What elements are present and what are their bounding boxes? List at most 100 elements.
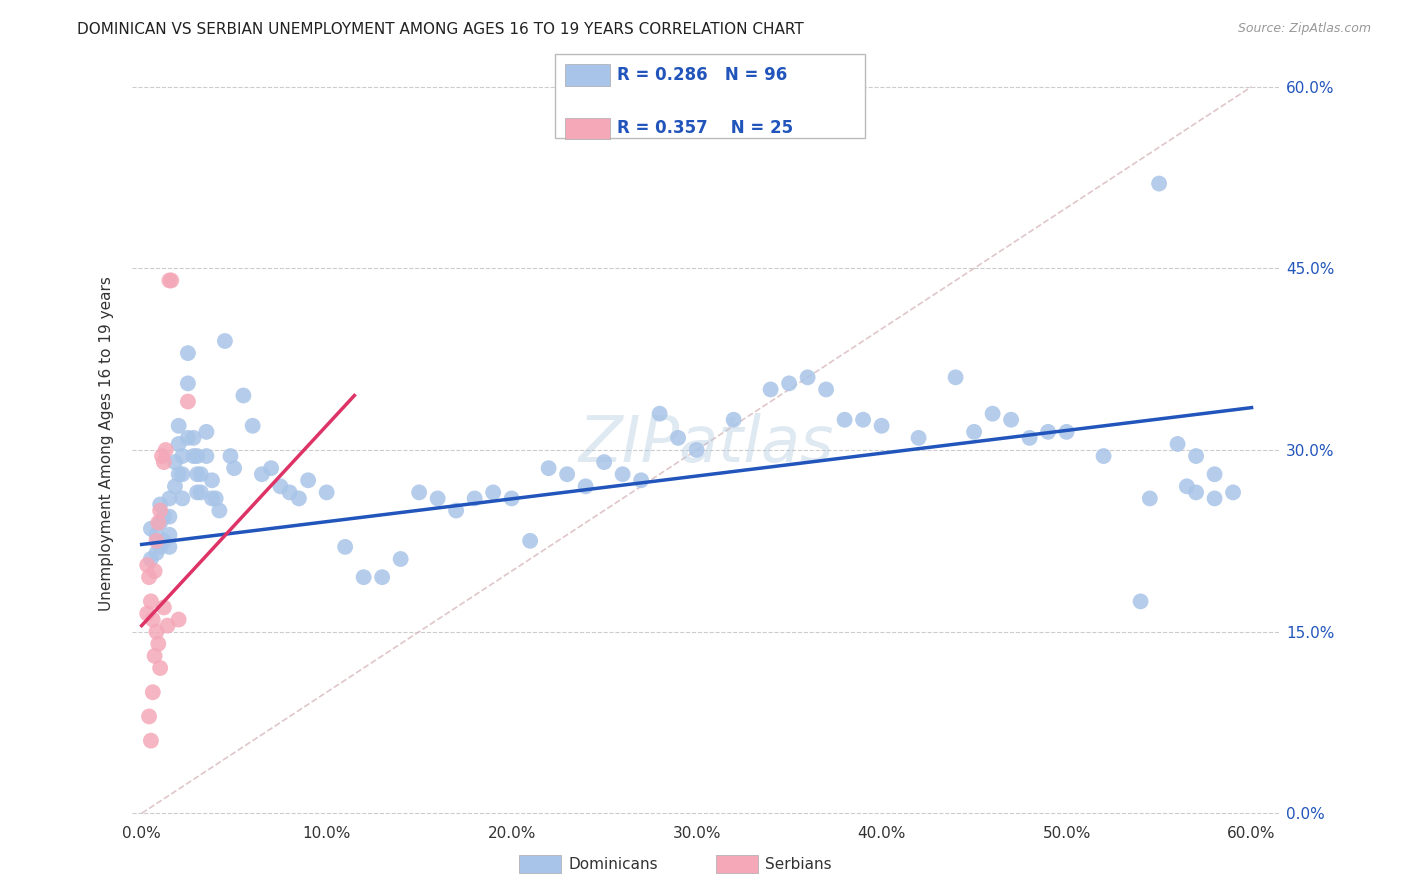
Point bbox=[143, 648, 166, 663]
Text: DOMINICAN VS SERBIAN UNEMPLOYMENT AMONG AGES 16 TO 19 YEARS CORRELATION CHART: DOMINICAN VS SERBIAN UNEMPLOYMENT AMONG … bbox=[77, 22, 804, 37]
Point bbox=[834, 413, 856, 427]
Point bbox=[759, 383, 782, 397]
Point bbox=[685, 442, 707, 457]
Point bbox=[143, 564, 166, 578]
Point bbox=[519, 533, 541, 548]
Point bbox=[1185, 485, 1208, 500]
Point bbox=[269, 479, 291, 493]
Point bbox=[593, 455, 616, 469]
Point bbox=[136, 607, 159, 621]
Point bbox=[153, 600, 176, 615]
Point bbox=[186, 449, 208, 463]
Point bbox=[796, 370, 818, 384]
Point bbox=[333, 540, 356, 554]
Point bbox=[278, 485, 301, 500]
Point bbox=[242, 418, 264, 433]
Point bbox=[149, 503, 172, 517]
Point bbox=[214, 334, 236, 348]
Point bbox=[1204, 491, 1226, 506]
Point bbox=[163, 455, 186, 469]
Point bbox=[1147, 177, 1170, 191]
Point bbox=[1175, 479, 1198, 493]
Point bbox=[630, 473, 652, 487]
Point bbox=[139, 552, 162, 566]
Point bbox=[778, 376, 800, 391]
Point bbox=[149, 498, 172, 512]
Point bbox=[201, 491, 224, 506]
Point bbox=[157, 491, 180, 506]
Point bbox=[444, 503, 467, 517]
Text: Dominicans: Dominicans bbox=[568, 857, 658, 871]
Point bbox=[1185, 449, 1208, 463]
Point bbox=[260, 461, 283, 475]
Point bbox=[208, 503, 231, 517]
Point bbox=[139, 733, 162, 747]
Point bbox=[157, 509, 180, 524]
Point bbox=[136, 558, 159, 572]
Point bbox=[172, 491, 194, 506]
Point bbox=[907, 431, 929, 445]
Text: Source: ZipAtlas.com: Source: ZipAtlas.com bbox=[1237, 22, 1371, 36]
Point bbox=[177, 376, 200, 391]
Point bbox=[1000, 413, 1022, 427]
Point bbox=[145, 528, 167, 542]
Point bbox=[575, 479, 598, 493]
Point bbox=[145, 546, 167, 560]
Point bbox=[167, 467, 190, 482]
Point bbox=[232, 388, 254, 402]
Point bbox=[145, 533, 167, 548]
Point bbox=[195, 449, 218, 463]
Point bbox=[190, 467, 212, 482]
Point bbox=[612, 467, 634, 482]
Point bbox=[142, 613, 165, 627]
Point bbox=[149, 540, 172, 554]
Point bbox=[142, 685, 165, 699]
Point bbox=[160, 273, 183, 287]
Point bbox=[153, 533, 176, 548]
Point bbox=[139, 594, 162, 608]
Point bbox=[148, 516, 170, 530]
Point bbox=[1222, 485, 1244, 500]
Point bbox=[167, 418, 190, 433]
Point bbox=[1036, 425, 1059, 439]
Text: ZIPatlas: ZIPatlas bbox=[578, 413, 834, 475]
Point bbox=[297, 473, 319, 487]
Point bbox=[155, 442, 177, 457]
Point bbox=[426, 491, 449, 506]
Point bbox=[353, 570, 375, 584]
Point bbox=[666, 431, 689, 445]
Point bbox=[464, 491, 486, 506]
Point bbox=[1018, 431, 1040, 445]
Point bbox=[145, 624, 167, 639]
Point bbox=[163, 479, 186, 493]
Point bbox=[648, 407, 671, 421]
Point bbox=[945, 370, 967, 384]
Point bbox=[195, 425, 218, 439]
Point bbox=[172, 467, 194, 482]
Text: R = 0.357    N = 25: R = 0.357 N = 25 bbox=[617, 120, 793, 137]
Point bbox=[1092, 449, 1115, 463]
Point bbox=[315, 485, 337, 500]
Point bbox=[371, 570, 394, 584]
Point bbox=[201, 473, 224, 487]
Point bbox=[177, 431, 200, 445]
Text: R = 0.286   N = 96: R = 0.286 N = 96 bbox=[617, 66, 787, 84]
Y-axis label: Unemployment Among Ages 16 to 19 years: Unemployment Among Ages 16 to 19 years bbox=[100, 277, 114, 611]
Point bbox=[186, 467, 208, 482]
Point bbox=[408, 485, 430, 500]
Point bbox=[172, 449, 194, 463]
Point bbox=[852, 413, 875, 427]
Point bbox=[153, 509, 176, 524]
Point bbox=[501, 491, 523, 506]
Point bbox=[157, 540, 180, 554]
Point bbox=[389, 552, 412, 566]
Point bbox=[186, 485, 208, 500]
Point bbox=[250, 467, 273, 482]
Point bbox=[224, 461, 246, 475]
Point bbox=[138, 570, 160, 584]
Point bbox=[156, 618, 179, 632]
Point bbox=[157, 528, 180, 542]
Point bbox=[1129, 594, 1152, 608]
Point bbox=[153, 455, 176, 469]
Point bbox=[537, 461, 560, 475]
